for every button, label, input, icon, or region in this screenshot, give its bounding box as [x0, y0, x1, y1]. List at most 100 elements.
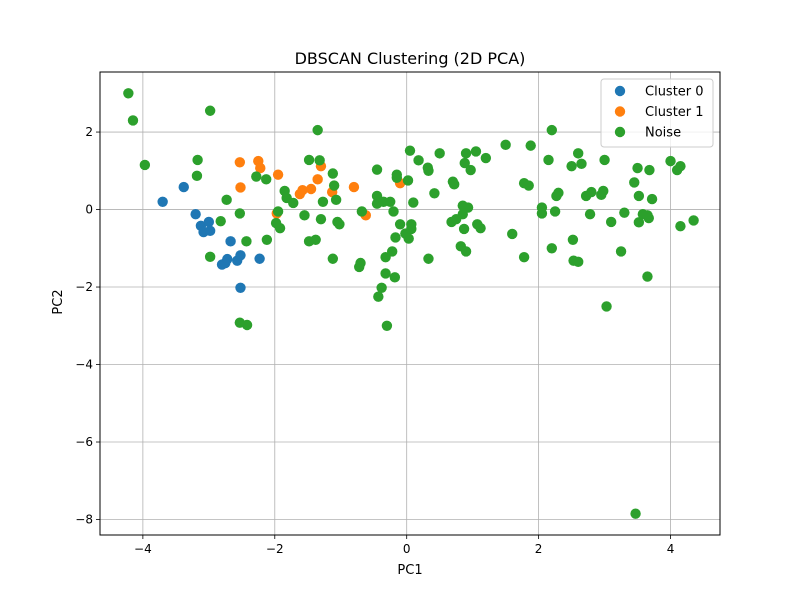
- noise-point: [423, 253, 434, 264]
- y-tick-label: 2: [85, 125, 93, 139]
- y-tick-label: 0: [85, 203, 93, 217]
- data-points: [123, 88, 699, 519]
- legend-marker-noise: [614, 126, 626, 138]
- noise-point: [601, 301, 612, 312]
- noise-point: [310, 234, 321, 245]
- cluster-1-point: [348, 181, 360, 193]
- noise-point: [458, 223, 470, 235]
- noise-point: [221, 194, 232, 206]
- noise-point: [646, 193, 658, 205]
- noise-point: [630, 508, 641, 519]
- plot-frame: [99, 71, 721, 536]
- noise-point: [391, 172, 403, 183]
- noise-point: [123, 88, 134, 99]
- cluster-0-point: [222, 253, 233, 265]
- cluster-1-point: [305, 183, 317, 195]
- noise-point: [390, 232, 401, 243]
- noise-point: [330, 194, 342, 206]
- noise-point: [215, 215, 226, 227]
- cluster-1-point: [272, 169, 284, 180]
- noise-point: [327, 253, 339, 264]
- noise-point: [598, 185, 609, 197]
- noise-point: [470, 146, 482, 157]
- noise-point: [633, 217, 645, 228]
- noise-point: [234, 208, 246, 219]
- noise-point: [261, 174, 272, 185]
- noise-point: [429, 188, 440, 199]
- noise-point: [675, 221, 686, 232]
- noise-point: [373, 291, 384, 302]
- noise-point: [549, 206, 561, 217]
- noise-point: [327, 168, 339, 179]
- noise-point: [567, 234, 579, 245]
- noise-point: [566, 160, 577, 172]
- noise-point: [584, 208, 596, 220]
- noise-point: [518, 252, 530, 263]
- noise-point: [523, 180, 534, 191]
- x-tick-label: 2: [535, 542, 543, 556]
- noise-point: [459, 157, 470, 169]
- noise-point: [204, 105, 216, 116]
- noise-point: [475, 222, 486, 234]
- noise-point: [127, 115, 139, 126]
- noise-point: [448, 179, 460, 190]
- y-tick-label: −6: [75, 435, 93, 449]
- noise-point: [389, 272, 401, 283]
- noise-point: [507, 228, 518, 240]
- noise-point: [394, 219, 406, 230]
- cluster-1-point: [255, 162, 266, 174]
- noise-point: [553, 187, 564, 199]
- noise-point: [619, 207, 630, 218]
- noise-point: [586, 186, 597, 198]
- noise-point: [599, 154, 610, 166]
- legend-box: [600, 78, 714, 148]
- noise-point: [403, 233, 414, 244]
- legend-label-cluster-1: Cluster 1: [645, 105, 704, 120]
- noise-point: [643, 212, 654, 224]
- noise-point: [356, 206, 368, 217]
- x-tick-label: 0: [403, 542, 411, 556]
- cluster-1-point: [235, 182, 246, 193]
- axis-ticks: −4 −2 0 2 4 −8 −6 −4 −2 0 2: [75, 125, 674, 556]
- cluster-1-point: [234, 157, 246, 168]
- noise-point: [299, 210, 310, 221]
- x-axis-label: PC1: [397, 563, 422, 578]
- noise-point: [371, 164, 383, 175]
- cluster-0-point: [254, 253, 265, 264]
- x-tick-label: 4: [667, 542, 675, 556]
- x-tick-label: −4: [134, 542, 152, 556]
- noise-point: [465, 164, 476, 176]
- noise-point: [572, 148, 584, 159]
- noise-point: [192, 154, 203, 166]
- y-axis-label: PC2: [51, 289, 66, 314]
- y-tick-label: −2: [75, 280, 93, 294]
- noise-point: [241, 319, 253, 331]
- y-tick-label: −4: [75, 358, 93, 372]
- noise-point: [334, 219, 345, 230]
- noise-point: [385, 196, 396, 207]
- noise-point: [462, 202, 474, 213]
- noise-point: [633, 190, 645, 202]
- noise-point: [312, 124, 323, 136]
- cluster-1-point: [312, 174, 323, 185]
- cluster-0-point: [190, 208, 201, 220]
- noise-point: [386, 246, 398, 257]
- noise-point: [406, 219, 417, 230]
- noise-point: [328, 180, 340, 191]
- noise-point: [261, 234, 273, 245]
- noise-point: [500, 139, 511, 151]
- noise-point: [632, 162, 643, 174]
- noise-point: [480, 152, 492, 164]
- chart-title: DBSCAN Clustering (2D PCA): [295, 49, 526, 68]
- noise-point: [204, 251, 216, 263]
- noise-point: [381, 320, 393, 331]
- noise-point: [688, 215, 699, 226]
- noise-point: [605, 216, 617, 228]
- legend-marker-cluster-1: [614, 106, 626, 117]
- noise-point: [572, 256, 584, 268]
- noise-point: [274, 222, 286, 234]
- noise-point: [380, 268, 391, 279]
- noise-point: [675, 160, 686, 172]
